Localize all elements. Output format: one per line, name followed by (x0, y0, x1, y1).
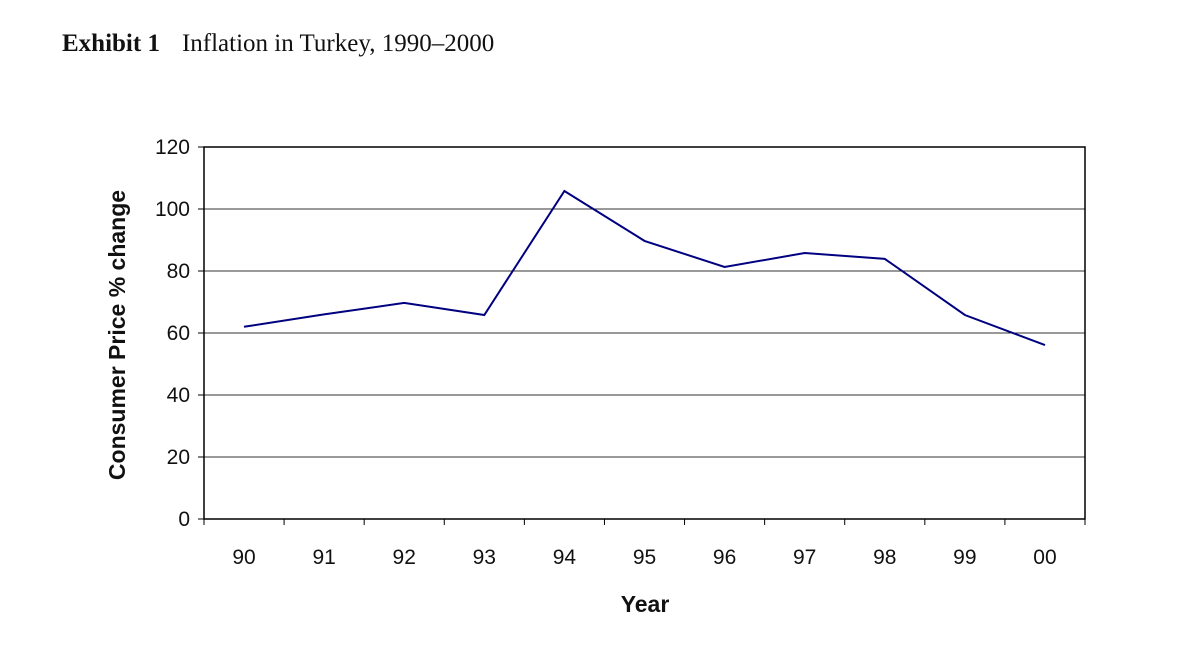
x-tick-label: 95 (633, 546, 656, 569)
y-axis: 0 20 40 60 80 100 120 (155, 136, 204, 531)
exhibit-label: Exhibit 1 (62, 30, 160, 57)
x-axis: 90 91 92 93 94 95 96 97 98 99 00 (203, 519, 1086, 569)
gridlines (204, 208, 1085, 458)
y-tick-label: 100 (155, 198, 190, 221)
y-tick-label: 0 (178, 508, 190, 531)
inflation-series-line (243, 189, 1046, 347)
x-tick-label: 94 (553, 546, 577, 569)
y-tick-label: 80 (167, 260, 190, 283)
y-tick-label: 20 (167, 446, 190, 469)
x-tick-label: 93 (473, 546, 496, 569)
x-tick-label: 92 (393, 546, 416, 569)
x-axis-title: Year (621, 591, 670, 617)
chart-title: Exhibit 1 Inflation in Turkey, 1990–2000 (62, 30, 494, 58)
x-tick-label: 91 (312, 546, 335, 569)
y-tick-label: 60 (167, 322, 190, 345)
y-tick-label: 120 (155, 136, 190, 159)
x-tick-label: 97 (793, 546, 816, 569)
x-tick-label: 96 (713, 546, 736, 569)
x-tick-label: 00 (1033, 546, 1056, 569)
y-axis-title: Consumer Price % change (104, 190, 130, 480)
title-text: Inflation in Turkey, 1990–2000 (181, 30, 495, 57)
x-tick-label: 99 (953, 546, 976, 569)
y-tick-label: 40 (167, 384, 190, 407)
x-tick-label: 98 (873, 546, 896, 569)
x-tick-label: 90 (232, 546, 255, 569)
